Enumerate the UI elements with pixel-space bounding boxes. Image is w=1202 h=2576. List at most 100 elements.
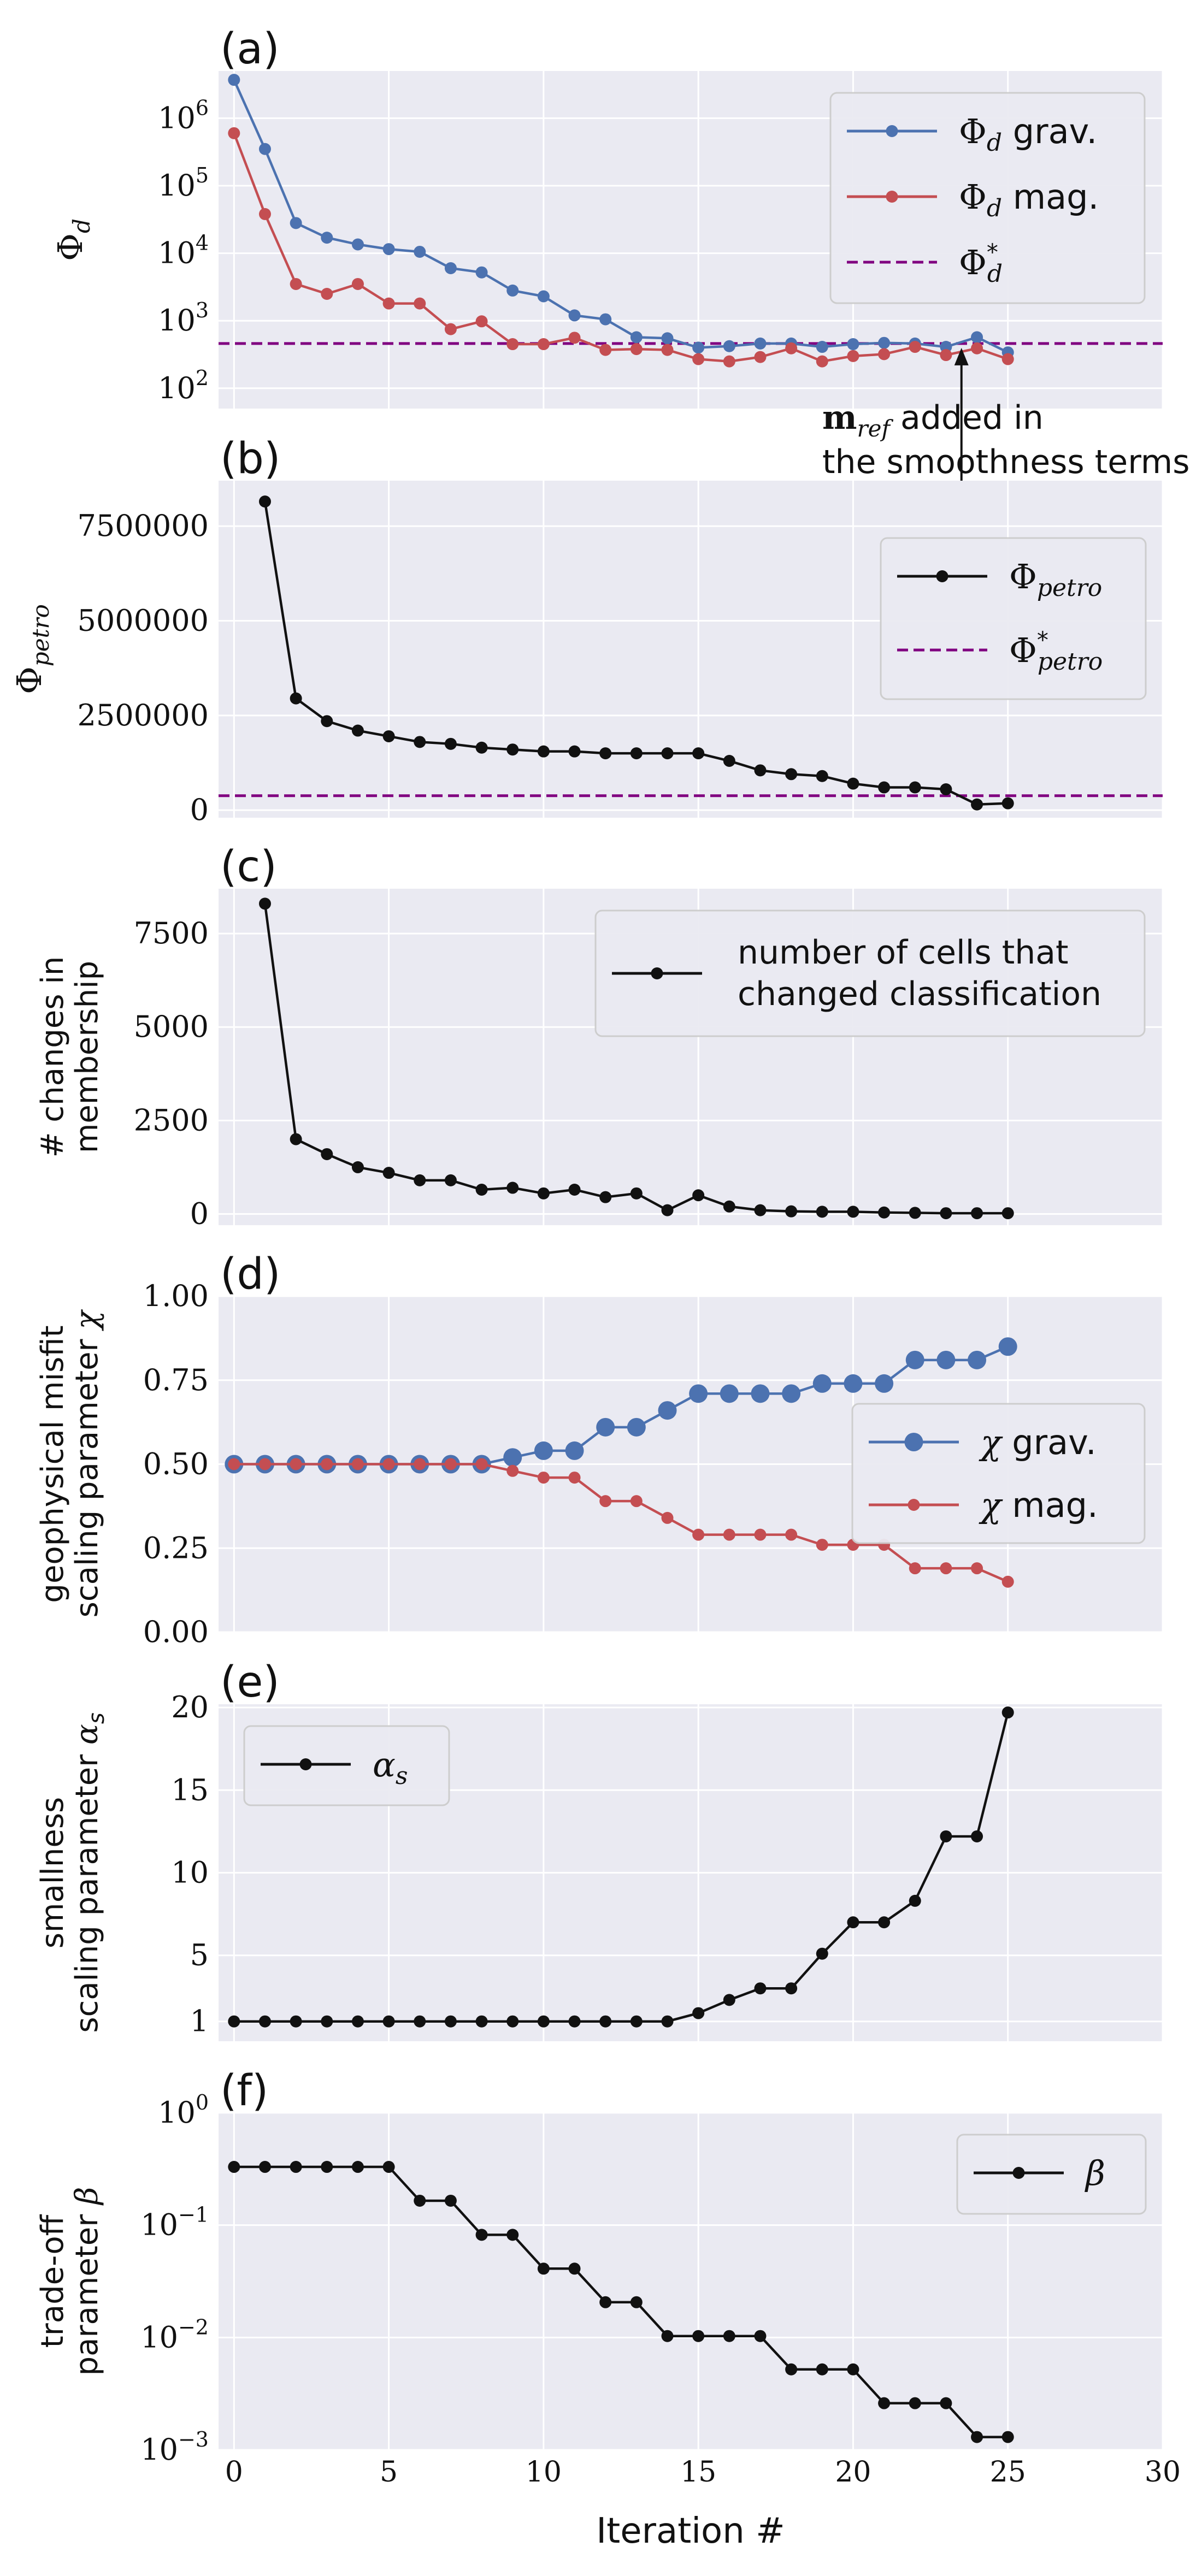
x-tick-label: 0 — [225, 2456, 243, 2489]
legend-label: αs — [373, 1745, 408, 1790]
data-point — [290, 217, 302, 229]
data-point — [599, 2015, 612, 2028]
y-tick-label: 5 — [190, 1938, 209, 1972]
data-point — [321, 232, 333, 244]
y-axis-label: geophysical misfit — [35, 1325, 70, 1603]
data-point — [661, 2015, 674, 2028]
data-point — [444, 2015, 457, 2028]
legend-label: Φd mag. — [959, 177, 1099, 222]
data-point — [414, 1458, 426, 1470]
y-tick-label: 0 — [190, 793, 209, 827]
data-point — [228, 2161, 240, 2173]
data-point — [290, 277, 302, 290]
data-point — [258, 2161, 271, 2173]
y-axis-label: Φd — [50, 218, 95, 261]
data-point — [909, 341, 921, 353]
data-point — [1001, 1207, 1014, 1220]
data-point — [754, 1528, 767, 1541]
data-point — [847, 1916, 859, 1929]
data-point — [537, 1472, 550, 1484]
data-point — [692, 2330, 705, 2342]
data-point — [414, 736, 426, 748]
data-point — [475, 741, 488, 754]
annotation-text: the smoothness terms — [822, 443, 1190, 481]
data-point — [754, 351, 767, 363]
data-point — [537, 745, 550, 758]
y-axis-label: parameter β — [69, 2187, 105, 2376]
data-point — [475, 2229, 488, 2241]
data-point — [909, 1562, 921, 1575]
legend-marker — [651, 967, 663, 979]
data-point — [568, 309, 581, 322]
data-point — [785, 1205, 798, 1218]
data-point — [661, 2330, 674, 2342]
data-point — [878, 2397, 891, 2409]
data-point — [1001, 1706, 1014, 1719]
data-point — [290, 2161, 302, 2173]
data-point — [444, 737, 457, 750]
data-point — [444, 2194, 457, 2207]
data-point — [754, 1982, 767, 1995]
y-tick-label: 0 — [190, 1196, 209, 1231]
data-point — [537, 2015, 550, 2028]
data-point — [414, 297, 426, 310]
data-point — [414, 245, 426, 258]
data-point — [847, 2363, 859, 2376]
data-point — [506, 2229, 519, 2241]
data-point — [940, 2397, 952, 2409]
data-point — [351, 2015, 364, 2028]
legend-label: χ grav. — [979, 1422, 1097, 1462]
data-point — [782, 1384, 801, 1403]
annotation-arrowhead — [954, 347, 969, 365]
data-point — [909, 781, 921, 794]
data-point — [971, 798, 983, 811]
data-point — [258, 897, 271, 910]
data-point — [754, 1204, 767, 1216]
data-point — [875, 1374, 894, 1393]
data-point — [816, 341, 828, 353]
panel-label: (e) — [220, 1658, 280, 1707]
data-point — [971, 342, 983, 355]
data-point — [878, 1916, 891, 1929]
data-point — [382, 730, 395, 742]
y-axis-label: scaling parameter αs — [69, 1712, 109, 2033]
data-point — [228, 127, 240, 139]
data-point — [228, 2015, 240, 2028]
data-point — [658, 1401, 677, 1420]
data-point — [414, 1174, 426, 1186]
panel-a: 102 103 104 105 106 (a) Φd Φd grav. Φd mag. Φ* d mr… — [50, 25, 1190, 535]
data-point — [754, 337, 767, 350]
data-point — [568, 2262, 581, 2275]
annotation-text: mref added in — [822, 399, 1044, 442]
y-tick-label: 100 — [158, 2090, 209, 2130]
data-point — [568, 332, 581, 344]
data-point — [844, 1374, 863, 1393]
legend-marker — [886, 191, 898, 203]
legend-marker — [299, 1758, 312, 1770]
y-tick-label: 5000000 — [78, 604, 209, 638]
x-tick-label: 30 — [1145, 2456, 1181, 2489]
data-point — [537, 290, 550, 303]
data-point — [692, 1528, 705, 1541]
y-tick-label: 10−1 — [140, 2203, 209, 2242]
data-point — [568, 1472, 581, 1484]
data-point — [630, 2296, 643, 2308]
data-point — [506, 2015, 519, 2028]
data-point — [723, 1994, 735, 2006]
data-point — [785, 1528, 798, 1541]
panel-label: (d) — [220, 1250, 280, 1299]
data-point — [506, 284, 519, 297]
legend-label: χ mag. — [979, 1485, 1098, 1525]
data-point — [940, 349, 952, 362]
data-point — [692, 1189, 705, 1202]
data-point — [321, 2161, 333, 2173]
data-point — [816, 355, 828, 368]
data-point — [661, 1204, 674, 1216]
data-point — [382, 2161, 395, 2173]
data-point — [444, 1458, 457, 1470]
y-tick-label: 0.50 — [143, 1447, 209, 1481]
data-point — [321, 1458, 333, 1470]
data-point — [723, 1200, 735, 1213]
data-point — [475, 1183, 488, 1196]
